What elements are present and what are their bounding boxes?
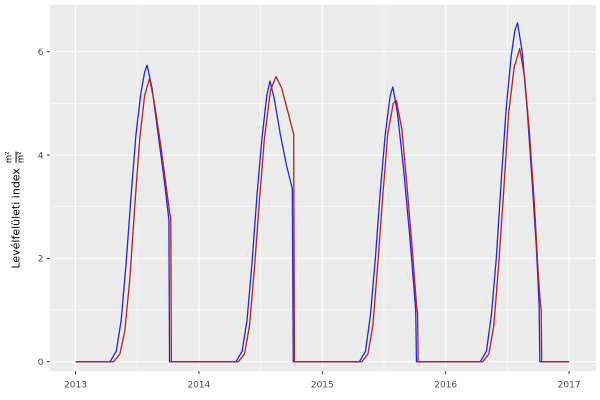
y-tick-label: 4 (38, 151, 44, 161)
y-tick-label: 6 (38, 48, 44, 58)
x-tick-label: 2017 (558, 381, 581, 391)
y-axis-unit-denominator: m² (16, 151, 27, 164)
y-tick-label: 0 (38, 358, 44, 368)
x-tick-label: 2016 (434, 381, 457, 391)
y-axis-unit-fraction: m² m² (4, 151, 27, 164)
x-tick-label: 2014 (187, 381, 210, 391)
x-tick-label: 2015 (311, 381, 334, 391)
y-axis-unit-numerator: m² (4, 151, 15, 164)
x-tick-label: 2013 (64, 381, 87, 391)
series-red-line (75, 47, 570, 363)
y-tick-label: 2 (38, 255, 44, 265)
y-axis-title-text: Levélfelületi index (9, 168, 23, 269)
y-axis-title: Levélfelületi index m² m² (4, 151, 27, 269)
